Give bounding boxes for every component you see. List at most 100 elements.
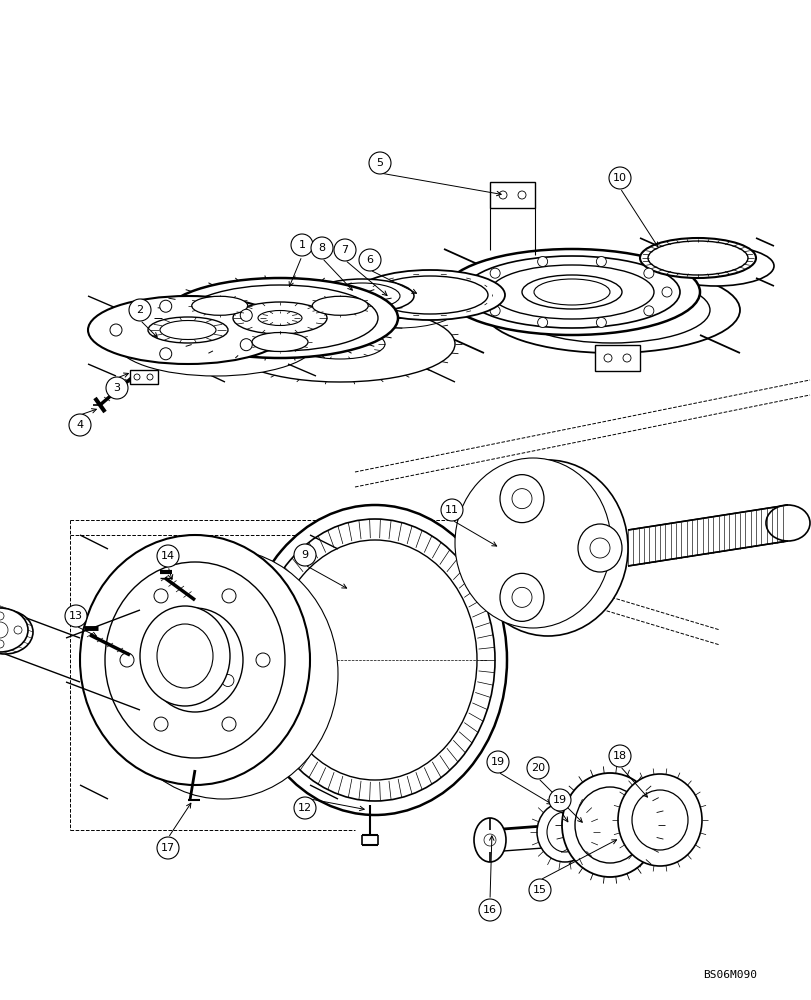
Ellipse shape [88,296,288,364]
Circle shape [512,587,531,607]
Circle shape [160,348,172,360]
Circle shape [595,257,606,267]
Ellipse shape [139,606,230,706]
Ellipse shape [251,332,307,352]
Circle shape [517,191,526,199]
Polygon shape [594,345,639,371]
Circle shape [240,339,252,351]
Text: 1: 1 [298,240,305,250]
Ellipse shape [561,773,657,877]
Circle shape [189,613,201,625]
Text: 2: 2 [136,305,144,315]
Circle shape [548,789,570,811]
Circle shape [487,751,508,773]
Circle shape [157,837,178,859]
Circle shape [368,152,391,174]
Text: 18: 18 [612,751,626,761]
Circle shape [643,268,653,278]
Ellipse shape [324,283,400,309]
Ellipse shape [483,267,739,353]
Circle shape [255,653,270,667]
Circle shape [478,899,500,921]
Text: 20: 20 [530,763,544,773]
Circle shape [661,287,672,297]
Ellipse shape [225,306,454,382]
Ellipse shape [312,296,368,315]
Ellipse shape [547,812,582,852]
Circle shape [608,745,630,767]
Circle shape [512,489,531,509]
Ellipse shape [233,302,327,334]
Circle shape [311,237,333,259]
Circle shape [160,300,172,312]
Ellipse shape [294,329,384,359]
Text: 6: 6 [366,255,373,265]
Circle shape [120,653,134,667]
Ellipse shape [617,774,702,866]
Text: 7: 7 [341,245,348,255]
Circle shape [333,239,355,261]
Text: 5: 5 [376,158,383,168]
Text: 10: 10 [612,173,626,183]
Ellipse shape [513,277,709,343]
Ellipse shape [337,278,457,318]
Ellipse shape [444,249,699,335]
Circle shape [157,545,178,567]
Text: 12: 12 [298,803,311,813]
Ellipse shape [105,562,285,758]
Circle shape [69,414,91,436]
Ellipse shape [577,524,621,572]
Text: 15: 15 [532,885,547,895]
Ellipse shape [272,540,476,780]
Ellipse shape [353,283,443,313]
Text: 16: 16 [483,905,496,915]
Circle shape [129,299,151,321]
Text: 3: 3 [114,383,120,393]
Circle shape [0,640,4,648]
Ellipse shape [454,458,610,628]
Circle shape [106,377,128,399]
Ellipse shape [255,519,495,801]
Ellipse shape [191,296,247,315]
Circle shape [490,306,500,316]
Ellipse shape [765,505,809,541]
Circle shape [65,605,87,627]
Text: BS06M090: BS06M090 [702,970,756,980]
Circle shape [471,287,482,297]
Circle shape [221,674,234,686]
Circle shape [294,544,315,566]
Ellipse shape [162,278,397,358]
Ellipse shape [80,535,310,785]
Circle shape [483,834,496,846]
Text: 8: 8 [318,243,325,253]
Circle shape [528,879,551,901]
Circle shape [358,249,380,271]
Circle shape [156,674,168,686]
Ellipse shape [0,608,28,652]
Circle shape [134,374,139,380]
Circle shape [154,717,168,731]
Text: 17: 17 [161,843,175,853]
Ellipse shape [657,246,773,286]
Circle shape [622,354,630,362]
Circle shape [14,626,22,634]
Ellipse shape [116,308,315,376]
Ellipse shape [147,608,242,712]
Ellipse shape [310,279,414,313]
Text: 13: 13 [69,611,83,621]
Circle shape [147,374,152,380]
Ellipse shape [467,460,627,636]
Ellipse shape [474,818,505,862]
Circle shape [0,622,8,638]
Ellipse shape [639,238,755,278]
Text: 19: 19 [491,757,504,767]
Circle shape [603,354,611,362]
Circle shape [608,167,630,189]
Circle shape [0,612,4,620]
Circle shape [595,317,606,327]
Circle shape [526,757,548,779]
Circle shape [643,306,653,316]
Text: 4: 4 [76,420,84,430]
Ellipse shape [354,270,504,320]
Circle shape [109,324,122,336]
